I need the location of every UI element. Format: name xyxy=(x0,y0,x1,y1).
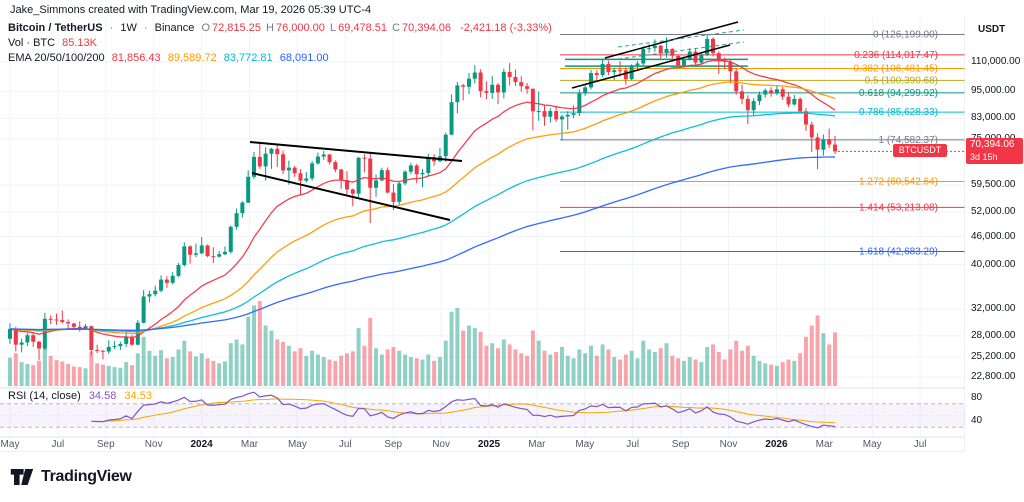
time-tick-label: Mar xyxy=(528,439,546,450)
svg-text:0.5 (100,390.68): 0.5 (100,390.68) xyxy=(865,75,938,86)
svg-text:1.272 (60,542.64): 1.272 (60,542.64) xyxy=(859,177,938,188)
ema100-value: 83,772.81 xyxy=(223,52,273,64)
time-axis[interactable]: May Jul Sep Nov 2024 Mar May Jul Sep Nov 2025 Mar Ma… xyxy=(0,439,965,453)
rsi-value: 34.58 xyxy=(88,390,117,402)
time-tick-label: May xyxy=(287,439,307,450)
time-tick-label: Jul xyxy=(51,439,65,450)
price-tick-label: 28,000.00 xyxy=(971,329,1016,341)
svg-text:0.382 (106,481.45): 0.382 (106,481.45) xyxy=(853,64,938,75)
volume-row[interactable]: Vol · BTC 85.13K xyxy=(8,36,556,51)
interval-label[interactable]: 1W xyxy=(120,22,137,34)
ema20-value: 81,856.43 xyxy=(111,52,161,64)
time-tick-label: Jul xyxy=(626,439,640,450)
time-tick-label: Sep xyxy=(384,439,403,450)
volume-value: 85.13K xyxy=(62,37,98,49)
open-value: 72,815.25 xyxy=(212,22,261,34)
last-price-badge: 70,394.06 3d 15h xyxy=(966,138,1023,165)
svg-text:1 (74,582.37): 1 (74,582.37) xyxy=(879,135,939,146)
change-value: -2,421.18 (-3.33%) xyxy=(460,22,552,34)
attribution-text: Jake_Simmons created with TradingView.co… xyxy=(10,4,372,16)
axis-unit-label: USDT xyxy=(978,24,1006,35)
time-tick-label: Nov xyxy=(432,439,450,450)
symbol-legend: Bitcoin / TetherUS · 1W · Binance O 72,81… xyxy=(8,21,556,66)
time-tick-label: 2025 xyxy=(477,439,501,450)
time-tick-label: May xyxy=(575,439,595,450)
tradingview-logo[interactable]: TradingView xyxy=(10,466,132,488)
bar-countdown: 3d 15h xyxy=(970,152,998,163)
symbol-price-flag: BTCUSDT xyxy=(893,144,947,158)
time-tick-label: Nov xyxy=(144,439,163,450)
price-tick-label: 40,000.00 xyxy=(971,258,1016,270)
rsi-tick-label: 40 xyxy=(971,415,983,427)
svg-text:0.618 (94,299.92): 0.618 (94,299.92) xyxy=(859,88,938,99)
rsi-tick-label: 80 xyxy=(971,391,983,403)
svg-text:1.618 (42,683.29): 1.618 (42,683.29) xyxy=(859,247,938,258)
rsi-label: RSI (14, close) xyxy=(8,390,81,402)
exchange-label: Binance xyxy=(154,22,195,34)
price-tick-label: 22,800.00 xyxy=(971,371,1016,383)
price-tick-label: 75,000.00 xyxy=(971,133,1016,144)
close-value: 70,394.06 xyxy=(402,22,451,34)
svg-text:0 (126,199.00): 0 (126,199.00) xyxy=(873,30,938,41)
time-tick-label: Sep xyxy=(96,439,115,450)
price-tick-label: 52,000.00 xyxy=(971,206,1016,217)
ema-row[interactable]: EMA 20/50/100/200 81,856.43 89,589.72 83… xyxy=(8,51,556,66)
svg-text:0.786 (85,628.33): 0.786 (85,628.33) xyxy=(859,107,938,118)
time-tick-label: Mar xyxy=(815,439,833,450)
price-tick-label: 83,000.00 xyxy=(971,112,1016,124)
svg-text:1.414 (53,213.08): 1.414 (53,213.08) xyxy=(859,202,938,213)
time-tick-label: May xyxy=(0,439,20,450)
price-tick-label: 25,200.00 xyxy=(971,350,1016,362)
time-tick-label: Sep xyxy=(671,439,690,450)
tradingview-logo-text: TradingView xyxy=(41,468,132,485)
time-tick-label: Jul xyxy=(913,439,927,450)
time-tick-label: Jul xyxy=(338,439,352,450)
price-tick-label: 46,000.00 xyxy=(971,230,1016,242)
rsi-ma-value: 34.53 xyxy=(124,390,152,402)
rsi-legend[interactable]: RSI (14, close) 34.58 34.53 xyxy=(8,390,157,402)
high-value: 76,000.00 xyxy=(275,22,325,34)
separator: · xyxy=(109,22,114,34)
high-label: H xyxy=(266,22,274,34)
separator: · xyxy=(143,22,148,34)
tradingview-mark-icon xyxy=(10,469,34,485)
symbol-row[interactable]: Bitcoin / TetherUS · 1W · Binance O 72,81… xyxy=(8,21,556,36)
ema-label: EMA 20/50/100/200 xyxy=(8,52,105,64)
ema50-value: 89,589.72 xyxy=(167,52,217,64)
volume-label: Vol · BTC xyxy=(8,37,56,49)
time-tick-label: 2026 xyxy=(765,439,788,450)
time-tick-label: Nov xyxy=(719,439,738,450)
open-label: O xyxy=(201,22,211,34)
time-tick-label: 2024 xyxy=(190,439,213,450)
price-axis[interactable]: USDT 110,000.00 95,000.00 83,000.00 75,000.… xyxy=(965,0,1024,452)
low-label: L xyxy=(329,22,337,34)
ohlc-values: O 72,815.25 H 76,000.00 L 69,478.51 C 70,394… xyxy=(201,22,456,34)
price-tick-label: 95,000.00 xyxy=(971,85,1016,97)
close-label: C xyxy=(392,22,401,34)
symbol-name[interactable]: Bitcoin / TetherUS xyxy=(8,22,103,34)
low-value: 69,478.51 xyxy=(338,22,388,34)
ema200-value: 68,091.00 xyxy=(279,52,329,64)
price-tick-label: 59,500.00 xyxy=(971,179,1016,191)
price-tick-label: 110,000.00 xyxy=(971,56,1021,68)
footer: TradingView xyxy=(0,452,1024,502)
time-tick-label: Mar xyxy=(240,439,259,450)
time-tick-label: May xyxy=(862,439,882,450)
last-price-value: 70,394.06 xyxy=(970,139,1015,151)
svg-text:0.236 (114,017.47): 0.236 (114,017.47) xyxy=(854,50,938,61)
price-tick-label: 32,000.00 xyxy=(971,303,1016,315)
